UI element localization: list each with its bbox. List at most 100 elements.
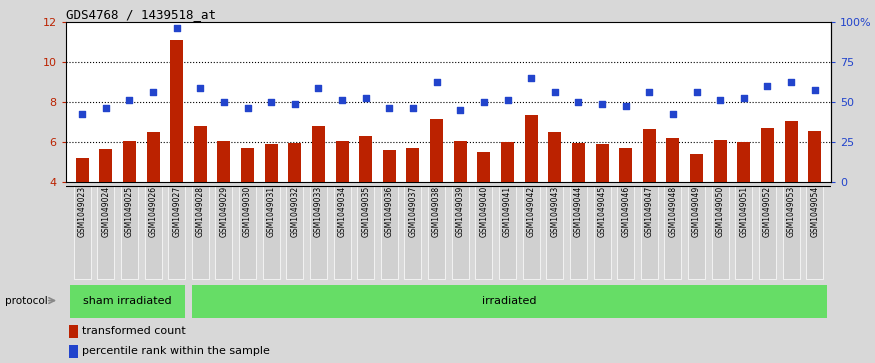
Bar	[738, 142, 751, 182]
Text: GSM1049036: GSM1049036	[385, 185, 394, 237]
FancyBboxPatch shape	[593, 185, 611, 279]
FancyBboxPatch shape	[310, 185, 327, 279]
FancyBboxPatch shape	[404, 185, 422, 279]
Bar	[218, 140, 230, 182]
Bar	[75, 158, 88, 182]
Bar	[549, 132, 561, 182]
Text: GSM1049041: GSM1049041	[503, 185, 512, 237]
Point	[75, 111, 89, 117]
Text: GSM1049023: GSM1049023	[78, 185, 87, 237]
Point	[312, 85, 326, 91]
Text: GDS4768 / 1439518_at: GDS4768 / 1439518_at	[66, 8, 215, 21]
FancyBboxPatch shape	[215, 185, 233, 279]
Bar	[312, 126, 325, 182]
Text: GSM1049040: GSM1049040	[480, 185, 488, 237]
Point	[193, 85, 207, 91]
Bar	[525, 115, 537, 182]
Bar	[454, 140, 466, 182]
Point	[170, 25, 184, 31]
FancyBboxPatch shape	[74, 185, 91, 279]
Bar	[336, 140, 348, 182]
FancyBboxPatch shape	[546, 185, 564, 279]
Point	[453, 107, 467, 113]
FancyBboxPatch shape	[664, 185, 682, 279]
Text: GSM1049037: GSM1049037	[409, 185, 417, 237]
Point	[619, 103, 633, 109]
FancyBboxPatch shape	[735, 185, 752, 279]
Point	[359, 95, 373, 101]
Text: GSM1049048: GSM1049048	[668, 185, 677, 237]
Bar	[289, 143, 301, 182]
Point	[784, 79, 798, 85]
FancyBboxPatch shape	[688, 185, 705, 279]
Point	[524, 75, 538, 81]
Point	[123, 97, 136, 103]
Point	[335, 97, 349, 103]
Bar	[430, 119, 443, 182]
Bar	[123, 140, 136, 182]
FancyBboxPatch shape	[782, 185, 800, 279]
Text: GSM1049047: GSM1049047	[645, 185, 654, 237]
FancyBboxPatch shape	[144, 185, 162, 279]
Bar	[99, 148, 112, 182]
FancyBboxPatch shape	[806, 185, 823, 279]
Text: GSM1049024: GSM1049024	[102, 185, 110, 237]
Bar	[572, 143, 584, 182]
Text: GSM1049027: GSM1049027	[172, 185, 181, 237]
Text: GSM1049026: GSM1049026	[149, 185, 157, 237]
Text: GSM1049045: GSM1049045	[598, 185, 606, 237]
FancyBboxPatch shape	[381, 185, 398, 279]
Bar	[808, 131, 822, 182]
FancyBboxPatch shape	[640, 185, 658, 279]
Point	[146, 89, 160, 95]
FancyBboxPatch shape	[475, 185, 493, 279]
FancyBboxPatch shape	[239, 185, 256, 279]
Text: GSM1049031: GSM1049031	[267, 185, 276, 237]
Text: GSM1049052: GSM1049052	[763, 185, 772, 237]
Text: GSM1049051: GSM1049051	[739, 185, 748, 237]
FancyBboxPatch shape	[121, 185, 138, 279]
FancyBboxPatch shape	[333, 185, 351, 279]
Bar	[714, 140, 726, 182]
Text: GSM1049039: GSM1049039	[456, 185, 465, 237]
FancyBboxPatch shape	[570, 185, 587, 279]
Point	[642, 89, 656, 95]
Bar	[643, 129, 655, 182]
FancyBboxPatch shape	[168, 185, 186, 279]
Text: sham irradiated: sham irradiated	[83, 295, 172, 306]
Text: GSM1049034: GSM1049034	[338, 185, 346, 237]
FancyBboxPatch shape	[452, 185, 469, 279]
Text: GSM1049032: GSM1049032	[290, 185, 299, 237]
FancyBboxPatch shape	[262, 185, 280, 279]
Bar	[478, 152, 490, 182]
Point	[217, 99, 231, 105]
Bar	[407, 147, 419, 182]
FancyBboxPatch shape	[711, 185, 729, 279]
Text: GSM1049033: GSM1049033	[314, 185, 323, 237]
Point	[406, 105, 420, 110]
Point	[666, 111, 680, 117]
FancyBboxPatch shape	[759, 185, 776, 279]
Point	[288, 101, 302, 107]
Point	[548, 89, 562, 95]
Point	[99, 105, 113, 110]
Point	[760, 83, 774, 89]
Point	[713, 97, 727, 103]
Bar	[596, 143, 608, 182]
Text: percentile rank within the sample: percentile rank within the sample	[82, 346, 270, 356]
Point	[264, 99, 278, 105]
Bar	[69, 325, 78, 338]
Text: GSM1049053: GSM1049053	[787, 185, 795, 237]
Text: GSM1049035: GSM1049035	[361, 185, 370, 237]
Point	[571, 99, 585, 105]
Text: GSM1049043: GSM1049043	[550, 185, 559, 237]
Bar	[69, 345, 78, 358]
Bar	[265, 143, 277, 182]
Bar	[667, 138, 679, 182]
Text: GSM1049038: GSM1049038	[432, 185, 441, 237]
FancyBboxPatch shape	[357, 185, 374, 279]
FancyBboxPatch shape	[70, 285, 185, 318]
Text: GSM1049042: GSM1049042	[527, 185, 536, 237]
Text: GSM1049029: GSM1049029	[220, 185, 228, 237]
Bar	[242, 147, 254, 182]
